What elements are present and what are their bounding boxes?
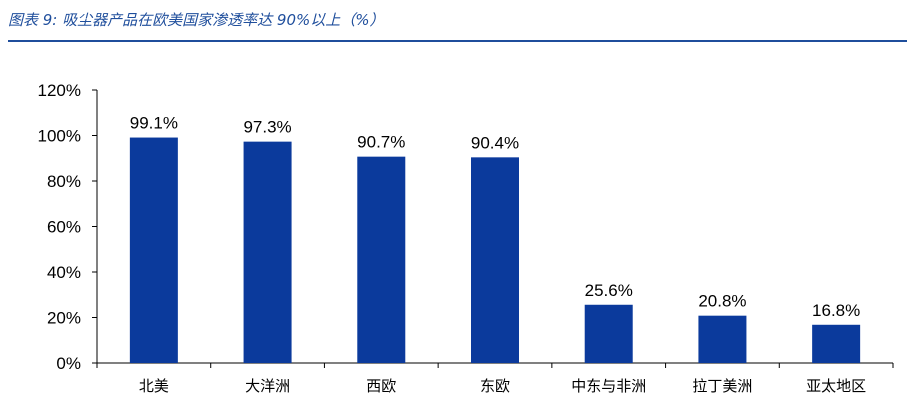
bar-2	[243, 141, 292, 363]
data-label: 90.4%	[471, 133, 519, 152]
y-tick-label: 80%	[47, 172, 81, 191]
y-tick-label: 20%	[47, 309, 81, 328]
y-tick-label: 100%	[38, 127, 81, 146]
y-tick-label: 60%	[47, 218, 81, 237]
bar-4	[471, 157, 519, 363]
y-tick-label: 40%	[47, 263, 81, 282]
y-tick-label: 0%	[56, 354, 81, 373]
bar-5	[584, 304, 633, 363]
bar-layer	[129, 137, 861, 363]
category-label: 亚太地区	[806, 377, 866, 395]
data-label: 99.1%	[130, 114, 178, 133]
y-tick-label: 120%	[38, 81, 81, 100]
figure-title: 图表 9: 吸尘器产品在欧美国家渗透率达 90%以上（%）	[8, 11, 385, 29]
bar-7	[812, 324, 861, 363]
category-label: 拉丁美洲	[692, 377, 752, 395]
category-label: 西欧	[366, 377, 396, 395]
category-label: 大洋洲	[245, 377, 290, 395]
axis-layer: 0% 20% 40% 60% 80% 100% 120%	[38, 81, 894, 373]
data-label: 97.3%	[243, 118, 291, 137]
data-label: 20.8%	[698, 292, 746, 311]
bar-1	[129, 137, 178, 363]
data-label: 16.8%	[812, 301, 860, 320]
bar-6	[698, 315, 747, 363]
bar-3	[357, 156, 406, 363]
title-divider	[8, 40, 907, 42]
label-layer: 99.1% 北美 97.3% 大洋洲 90.7% 西欧 90.4% 东欧 25.6% 中东与非洲 2…	[130, 114, 866, 395]
category-label: 东欧	[480, 377, 510, 395]
data-label: 25.6%	[585, 281, 633, 300]
category-label: 北美	[139, 377, 169, 395]
data-label: 90.7%	[357, 133, 405, 152]
category-label: 中东与非洲	[571, 377, 646, 395]
